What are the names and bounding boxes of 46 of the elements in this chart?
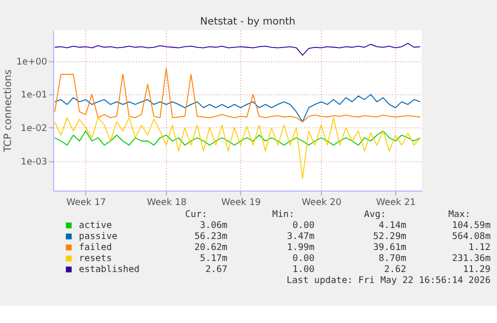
text: 1.00 bbox=[292, 264, 315, 276]
text: Last update: Fri May 22 16:56:14 2026 bbox=[286, 275, 491, 286]
line-series bbox=[54, 94, 421, 122]
legend-label: resets bbox=[78, 253, 112, 264]
text: 1.99m bbox=[286, 242, 315, 254]
text: Min: bbox=[272, 209, 294, 220]
text: 3.06m bbox=[200, 220, 228, 232]
text: 0.00 bbox=[292, 220, 315, 232]
text: 52.29m bbox=[373, 231, 407, 242]
y-tick-label: 1e-01 bbox=[20, 90, 48, 101]
x-tick-label: Week 20 bbox=[302, 196, 342, 208]
x-tick-label: Week 21 bbox=[376, 196, 416, 208]
x-tick-label: Week 19 bbox=[221, 196, 262, 208]
text: 3.47m bbox=[286, 231, 315, 242]
text: 1.12 bbox=[468, 242, 491, 254]
y-tick-label: 1e+00 bbox=[16, 56, 48, 68]
legend-label: active bbox=[78, 220, 112, 232]
y-tick-label: 1e-02 bbox=[20, 122, 48, 134]
text: Max: bbox=[448, 209, 470, 220]
text: 8.70m bbox=[378, 253, 407, 264]
line-series bbox=[54, 42, 421, 56]
x-tick-label: Week 17 bbox=[66, 196, 106, 208]
y-tick-label: 1e-03 bbox=[20, 156, 48, 168]
text: 104.59m bbox=[452, 220, 492, 232]
text: 5.17m bbox=[200, 253, 228, 264]
text: 20.62m bbox=[194, 242, 228, 254]
text: 2.67 bbox=[205, 264, 228, 276]
line-series bbox=[54, 117, 421, 179]
line-series bbox=[54, 130, 421, 146]
text: 2.62 bbox=[384, 264, 406, 276]
chart-title: Netstat - by month bbox=[200, 16, 296, 28]
legend-label: established bbox=[78, 264, 140, 276]
y-axis-title: TCP connections bbox=[2, 69, 14, 154]
text: 4.14m bbox=[378, 220, 407, 232]
text: 564.08m bbox=[452, 231, 492, 242]
text: 231.36m bbox=[452, 253, 492, 264]
text: 56.23m bbox=[194, 231, 228, 242]
text: 11.29 bbox=[463, 264, 491, 276]
line-series bbox=[54, 68, 421, 122]
legend-label: passive bbox=[78, 231, 118, 242]
text: 39.61m bbox=[373, 242, 407, 254]
text: 0.00 bbox=[292, 253, 315, 264]
text: Cur: bbox=[185, 209, 208, 220]
legend-label: failed bbox=[78, 242, 112, 254]
text: Avg: bbox=[364, 209, 386, 220]
x-tick-label: Week 18 bbox=[146, 196, 187, 208]
